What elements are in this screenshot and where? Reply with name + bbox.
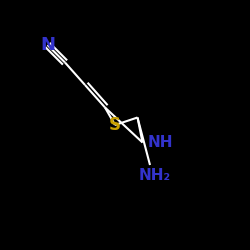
Text: NH₂: NH₂ bbox=[139, 168, 171, 182]
Text: N: N bbox=[40, 36, 55, 54]
Text: S: S bbox=[109, 116, 121, 134]
Text: NH: NH bbox=[147, 135, 173, 150]
